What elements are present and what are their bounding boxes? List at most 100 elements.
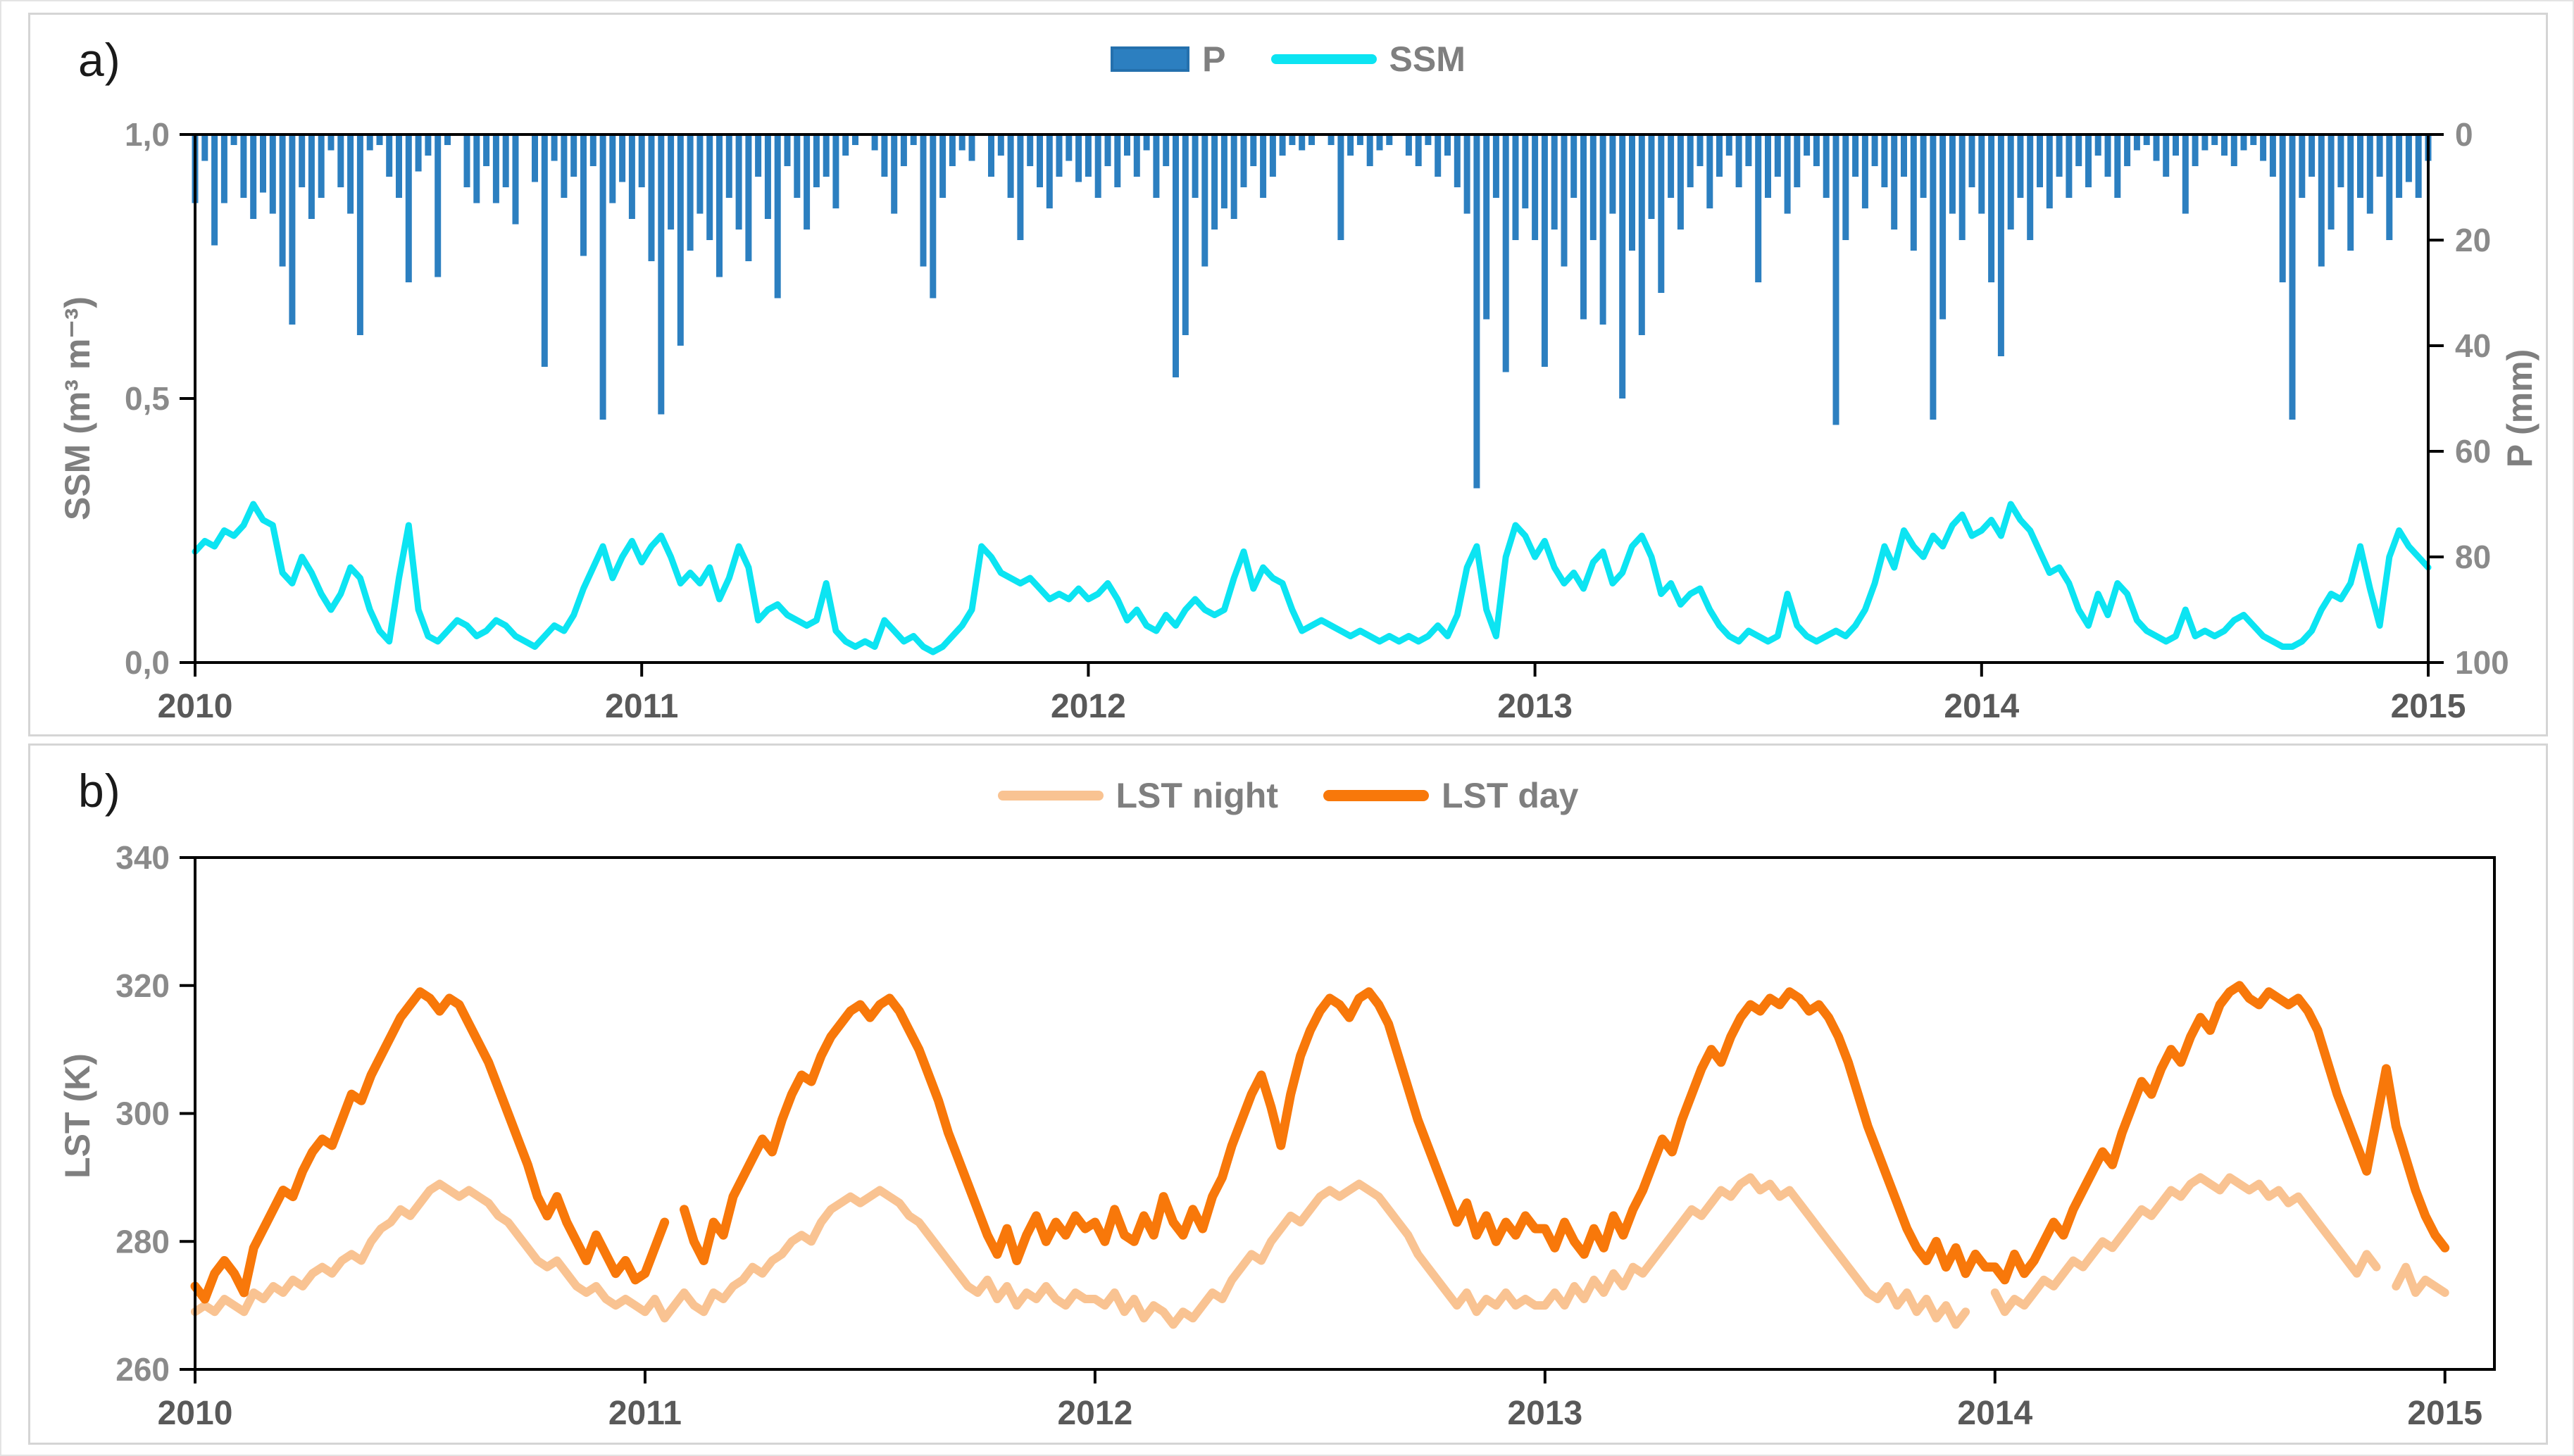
p-bar — [2094, 134, 2101, 156]
p-bar — [1085, 134, 1092, 177]
p-bar — [299, 134, 306, 187]
p-bar — [2182, 134, 2189, 214]
p-bar — [425, 134, 432, 156]
p-bar — [1871, 134, 1878, 166]
p-bar — [366, 134, 373, 151]
p-bar — [1143, 134, 1150, 151]
p-bar — [1512, 134, 1519, 240]
p-bar — [1784, 134, 1791, 214]
p-bar — [1677, 134, 1684, 230]
p-bar — [949, 134, 956, 166]
p-bar — [1697, 134, 1704, 166]
p-bar — [2192, 134, 2199, 166]
p-bar — [2405, 134, 2412, 182]
plot-frame-a — [194, 133, 2430, 664]
p-bar — [1901, 134, 1907, 177]
lst-night-line — [191, 1173, 2449, 1329]
p-bar — [2309, 134, 2316, 177]
p-bar — [1386, 134, 1393, 145]
y-right-tick-label: 20 — [2455, 222, 2491, 258]
p-bar — [1492, 134, 1499, 198]
p-bar — [2279, 134, 2286, 282]
p-bar — [2201, 134, 2208, 151]
p-bar — [1910, 134, 1917, 251]
p-bar — [308, 134, 315, 219]
p-bar — [1725, 134, 1732, 156]
p-bar — [2221, 134, 2228, 156]
p-bar — [1920, 134, 1927, 198]
p-bar — [2250, 134, 2257, 145]
y-tick-label: 280 — [115, 1223, 170, 1260]
p-bar — [1881, 134, 1888, 187]
legend-item-p: P — [1111, 39, 1226, 80]
y-right-tick-label: 60 — [2455, 433, 2491, 470]
p-bar — [240, 134, 247, 198]
p-bar — [1337, 134, 1344, 240]
p-bar — [580, 134, 587, 256]
legend-item-lst-day: LST day — [1323, 775, 1578, 816]
p-bar — [1415, 134, 1422, 166]
p-bar — [813, 134, 820, 187]
p-bar — [920, 134, 927, 267]
p-bar — [1589, 134, 1597, 240]
p-bar — [1240, 134, 1247, 187]
p-bar — [1405, 134, 1412, 156]
p-bar — [1861, 134, 1868, 208]
p-bar — [1891, 134, 1898, 230]
p-bar — [2007, 134, 2014, 230]
p-bar — [1988, 134, 1995, 282]
p-bar — [619, 134, 626, 182]
p-bar — [832, 134, 839, 208]
legend-label-p: P — [1202, 39, 1226, 79]
p-bar — [687, 134, 694, 251]
x-tick-label-year: 2010 — [158, 1395, 233, 1432]
panel-b-letter: b) — [78, 765, 121, 817]
p-bar — [2173, 134, 2179, 156]
p-bar — [1299, 134, 1306, 151]
x-tick-label-year: 2013 — [1497, 688, 1573, 725]
p-bar — [1250, 134, 1257, 166]
chart-a-canvas: 1,0 0,5 0,0 0 20 40 60 80 100 2010 2011 2012 2013 201… — [125, 116, 2509, 725]
p-bar — [1842, 134, 1849, 240]
y-left-tick-label: 0,0 — [125, 644, 170, 681]
p-bar — [648, 134, 655, 261]
p-bar — [512, 134, 519, 225]
p-bar — [356, 134, 363, 335]
legend-label-lst-night: LST night — [1116, 776, 1279, 815]
p-bar — [900, 134, 907, 166]
p-bar — [1027, 134, 1034, 166]
p-bar — [930, 134, 937, 299]
y-right-tick-label: 40 — [2455, 327, 2491, 364]
p-bar — [1124, 134, 1130, 156]
p-bar — [2037, 134, 2043, 187]
p-bar — [1192, 134, 1199, 198]
p-bar — [1532, 134, 1539, 240]
p-bar — [1755, 134, 1762, 282]
p-bar — [1958, 134, 1966, 240]
x-tick-label-year: 2014 — [1957, 1395, 2032, 1432]
p-bar — [794, 134, 801, 198]
p-bar — [1454, 134, 1461, 187]
p-bar — [2114, 134, 2121, 198]
x-tick-label-year: 2011 — [605, 688, 678, 725]
p-bar — [852, 134, 858, 145]
p-bar — [1813, 134, 1820, 166]
p-bar — [1327, 134, 1335, 145]
p-bar — [823, 134, 830, 177]
p-bar — [1435, 134, 1442, 177]
p-bar — [1852, 134, 1859, 177]
y-left-tick-label: 0,5 — [125, 380, 170, 417]
y-left-tick-label: 1,0 — [125, 116, 170, 153]
p-bar — [1629, 134, 1635, 251]
x-tick-label-year: 2015 — [2407, 1395, 2482, 1432]
p-bar — [1541, 134, 1548, 367]
lst-night-line-swatch-icon — [997, 791, 1104, 801]
p-bar — [502, 134, 509, 187]
panel-a-letter: a) — [78, 34, 121, 86]
p-bar — [260, 134, 266, 193]
y-tick-label: 320 — [115, 967, 170, 1004]
p-bar — [1794, 134, 1801, 187]
p-bar — [1968, 134, 1975, 187]
p-bar — [1037, 134, 1043, 187]
p-bar — [1211, 134, 1218, 230]
